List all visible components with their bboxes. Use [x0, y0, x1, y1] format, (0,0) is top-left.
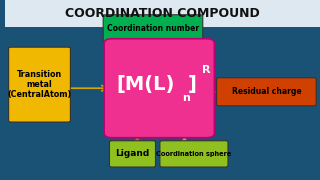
Text: Coordination number: Coordination number	[107, 24, 199, 33]
FancyBboxPatch shape	[103, 15, 203, 43]
FancyBboxPatch shape	[109, 141, 156, 167]
Text: Transition
metal
(CentralAtom): Transition metal (CentralAtom)	[7, 70, 72, 100]
Text: [M(L): [M(L)	[116, 75, 174, 94]
Text: COORDINATION COMPOUND: COORDINATION COMPOUND	[65, 7, 260, 20]
Text: R: R	[202, 65, 210, 75]
FancyBboxPatch shape	[5, 0, 320, 27]
Text: ]: ]	[188, 75, 197, 94]
Text: Residual charge: Residual charge	[232, 87, 301, 96]
FancyBboxPatch shape	[217, 78, 316, 106]
Text: n: n	[182, 93, 190, 103]
Text: Ligand: Ligand	[115, 149, 150, 158]
FancyBboxPatch shape	[9, 47, 70, 122]
FancyBboxPatch shape	[160, 141, 228, 167]
FancyBboxPatch shape	[104, 39, 214, 138]
Text: Coordination sphere: Coordination sphere	[156, 151, 232, 157]
